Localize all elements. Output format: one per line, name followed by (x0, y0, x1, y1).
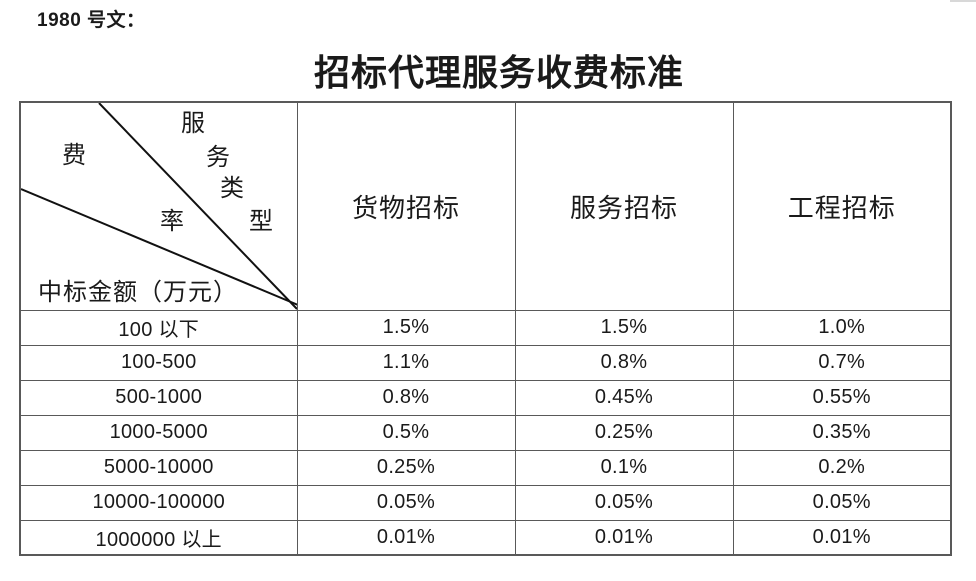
column-header-engineering: 工程招标 (732, 101, 952, 311)
fee-cell: 0.01% (296, 519, 516, 556)
table-row: 10000-100000 0.05% 0.05% 0.05% (19, 484, 952, 521)
fee-cell: 0.55% (732, 379, 952, 416)
fee-cell: 0.05% (514, 484, 734, 521)
diagonal-divider-lines (21, 103, 296, 309)
corner-axis-top-char: 务 (206, 145, 230, 171)
row-label: 10000-100000 (19, 484, 298, 521)
row-label: 100-500 (19, 344, 298, 381)
fee-cell: 1.1% (296, 344, 516, 381)
fee-cell: 1.5% (296, 309, 516, 346)
corner-axis-middle-char: 率 (160, 209, 184, 235)
fee-table: 服 务 类 型 费 率 中标金额（万元） 货物招标 服务招标 工程招标 100 … (19, 101, 952, 556)
fee-cell: 1.0% (732, 309, 952, 346)
corner-header-cell: 服 务 类 型 费 率 中标金额（万元） (19, 101, 298, 311)
row-label: 100 以下 (19, 309, 298, 346)
table-row: 500-1000 0.8% 0.45% 0.55% (19, 379, 952, 416)
fee-cell: 0.35% (732, 414, 952, 451)
row-label: 5000-10000 (19, 449, 298, 486)
scrollbar-fragment (950, 0, 976, 2)
table-row: 100 以下 1.5% 1.5% 1.0% (19, 309, 952, 346)
row-label: 500-1000 (19, 379, 298, 416)
corner-axis-top-char: 服 (181, 111, 205, 137)
table-row: 100-500 1.1% 0.8% 0.7% (19, 344, 952, 381)
fee-cell: 0.45% (514, 379, 734, 416)
fee-cell: 0.2% (732, 449, 952, 486)
fee-cell: 0.05% (732, 484, 952, 521)
fee-cell: 0.7% (732, 344, 952, 381)
page-title: 招标代理服务收费标准 (313, 53, 684, 93)
fee-cell: 0.1% (514, 449, 734, 486)
fee-cell: 1.5% (514, 309, 734, 346)
column-header-services: 服务招标 (514, 101, 734, 311)
table-row: 5000-10000 0.25% 0.1% 0.2% (19, 449, 952, 486)
table-row: 1000000 以上 0.01% 0.01% 0.01% (19, 519, 952, 556)
fee-cell: 0.5% (296, 414, 516, 451)
corner-axis-middle-char: 费 (62, 143, 86, 169)
fee-cell: 0.25% (296, 449, 516, 486)
corner-bottom-label: 中标金额（万元） (38, 280, 238, 306)
corner-axis-top-char: 类 (220, 176, 244, 202)
row-label: 1000000 以上 (19, 519, 298, 556)
fee-cell: 0.01% (514, 519, 734, 556)
fee-cell: 0.8% (296, 379, 516, 416)
table-header-row: 服 务 类 型 费 率 中标金额（万元） 货物招标 服务招标 工程招标 (19, 101, 952, 311)
doc-number: 1980 号文： (37, 10, 146, 31)
fee-cell: 0.8% (514, 344, 734, 381)
fee-cell: 0.05% (296, 484, 516, 521)
fee-cell: 0.01% (732, 519, 952, 556)
row-label: 1000-5000 (19, 414, 298, 451)
table-row: 1000-5000 0.5% 0.25% 0.35% (19, 414, 952, 451)
column-header-goods: 货物招标 (296, 101, 516, 311)
corner-axis-top-char: 型 (249, 209, 273, 235)
fee-cell: 0.25% (514, 414, 734, 451)
